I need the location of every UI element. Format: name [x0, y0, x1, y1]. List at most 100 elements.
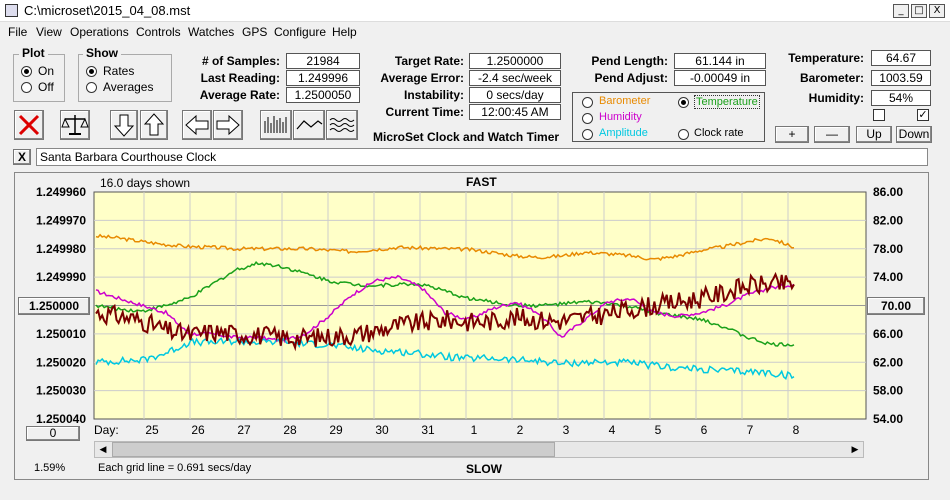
plot-group-title: Plot: [19, 46, 48, 60]
arrow-left-icon: [185, 114, 209, 136]
average-error-label: Average Error:: [380, 71, 464, 85]
show-rates-radio[interactable]: [86, 66, 97, 77]
close-button[interactable]: X: [929, 4, 945, 18]
bars-view-button[interactable]: [260, 110, 292, 140]
x-tick-label: 4: [609, 423, 616, 437]
minus-button[interactable]: —: [814, 126, 850, 143]
slow-label: SLOW: [466, 462, 502, 476]
plot-on-label: On: [38, 64, 55, 78]
title-bar: C:\microset\2015_04_08.mst _ □ X: [0, 0, 950, 22]
up-button[interactable]: Up: [856, 126, 892, 143]
menu-gps[interactable]: GPS: [242, 25, 268, 39]
right-tick-label: 66.00: [873, 327, 903, 341]
plus-button[interactable]: +: [775, 126, 809, 143]
window-title: C:\microset\2015_04_08.mst: [24, 3, 191, 18]
amplitude-radio[interactable]: [582, 129, 593, 140]
samples-label: # of Samples:: [201, 54, 280, 68]
target-rate-label: Target Rate:: [394, 54, 464, 68]
maximize-button[interactable]: □: [911, 4, 927, 18]
current-time-value: 12:00:45 AM: [469, 104, 561, 120]
series-line-clock-rate: [95, 271, 795, 352]
barometer-radio[interactable]: [582, 97, 593, 108]
temperature-radio[interactable]: [678, 97, 689, 108]
x-tick-label: 27: [237, 423, 251, 437]
x-tick-label: 28: [283, 423, 297, 437]
humidity-option: Humidity: [599, 111, 642, 123]
samples-value: 21984: [286, 53, 360, 69]
current-time-label: Current Time:: [385, 105, 464, 119]
center-rate-button[interactable]: 1.250000: [18, 297, 90, 315]
bar-chart-icon: [264, 116, 287, 133]
x-tick-label: 26: [191, 423, 205, 437]
instability-value: 0 secs/day: [469, 87, 561, 103]
days-shown-label: 16.0 days shown: [100, 176, 191, 190]
left-tick-label: 1.250040: [36, 412, 86, 426]
humidity-value: 54%: [871, 90, 931, 106]
menu-help[interactable]: Help: [332, 25, 357, 39]
scrollbar-thumb[interactable]: [112, 442, 555, 457]
x-tick-label: 29: [329, 423, 343, 437]
last-reading-label: Last Reading:: [200, 71, 280, 85]
line-view-button[interactable]: [293, 110, 325, 140]
right-tick-label: 62.00: [873, 355, 903, 369]
clock-rate-radio[interactable]: [678, 129, 689, 140]
menu-controls[interactable]: Controls: [136, 25, 181, 39]
scroll-left-arrow-icon[interactable]: ◀: [99, 444, 107, 454]
x-axis-label: Day:: [94, 423, 119, 437]
delete-button[interactable]: [14, 110, 44, 140]
menu-watches[interactable]: Watches: [188, 25, 235, 39]
right-arrow-button[interactable]: [213, 110, 243, 140]
x-tick-label: 25: [145, 423, 159, 437]
humidity-label: Humidity:: [808, 91, 864, 105]
center-sensor-button[interactable]: 70.00: [867, 297, 925, 315]
show-group-title: Show: [83, 46, 121, 60]
zero-button[interactable]: 0: [26, 426, 80, 441]
clock-name-field[interactable]: Santa Barbara Courthouse Clock: [36, 148, 928, 166]
left-tick-label: 1.249990: [36, 270, 86, 284]
plot-on-radio[interactable]: [21, 66, 32, 77]
arrow-up-icon: [143, 113, 165, 136]
clock-rate-option: Clock rate: [694, 127, 744, 139]
right-tick-label: 86.00: [873, 185, 903, 199]
x-tick-label: 1: [471, 423, 478, 437]
down-button[interactable]: Down: [896, 126, 932, 143]
menu-file[interactable]: File: [8, 25, 28, 39]
x-tick-label: 8: [793, 423, 800, 437]
x-tick-label: 7: [747, 423, 754, 437]
temperature-value: 64.67: [871, 50, 931, 66]
right-tick-label: 82.00: [873, 213, 903, 227]
wave-view-button[interactable]: [326, 110, 358, 140]
checkbox-1[interactable]: [873, 109, 885, 121]
menu-configure[interactable]: Configure: [274, 25, 327, 39]
fast-label: FAST: [466, 175, 497, 189]
right-tick-label: 58.00: [873, 384, 903, 398]
average-rate-value: 1.2500050: [286, 87, 360, 103]
plot-off-radio[interactable]: [21, 82, 32, 93]
minimize-button[interactable]: _: [893, 4, 909, 18]
show-averages-label: Averages: [103, 80, 154, 94]
humidity-radio[interactable]: [582, 113, 593, 124]
up-arrow-button[interactable]: [140, 110, 168, 140]
left-tick-label: 1.249960: [36, 185, 86, 199]
left-arrow-button[interactable]: [182, 110, 212, 140]
last-reading-value: 1.249996: [286, 70, 360, 86]
x-tick-label: 3: [563, 423, 570, 437]
menu-operations[interactable]: Operations: [70, 25, 129, 39]
down-arrow-button[interactable]: [110, 110, 138, 140]
clear-clock-button[interactable]: X: [13, 149, 31, 165]
pend-adjust-label: Pend Adjust:: [594, 71, 668, 85]
instability-label: Instability:: [403, 88, 464, 102]
grid-note: Each grid line = 0.691 secs/day: [98, 462, 252, 474]
menu-view[interactable]: View: [36, 25, 62, 39]
temperature-label: Temperature:: [788, 51, 864, 65]
x-tick-label: 6: [701, 423, 708, 437]
barometer-option: Barometer: [599, 95, 651, 107]
scroll-right-arrow-icon[interactable]: ▶: [851, 444, 859, 454]
balance-button[interactable]: [60, 110, 90, 140]
checkbox-2[interactable]: ✓: [917, 109, 929, 121]
wave-icon: [329, 118, 355, 132]
show-averages-radio[interactable]: [86, 82, 97, 93]
left-tick-label: 1.249970: [36, 213, 86, 227]
scale-icon: [61, 115, 89, 135]
